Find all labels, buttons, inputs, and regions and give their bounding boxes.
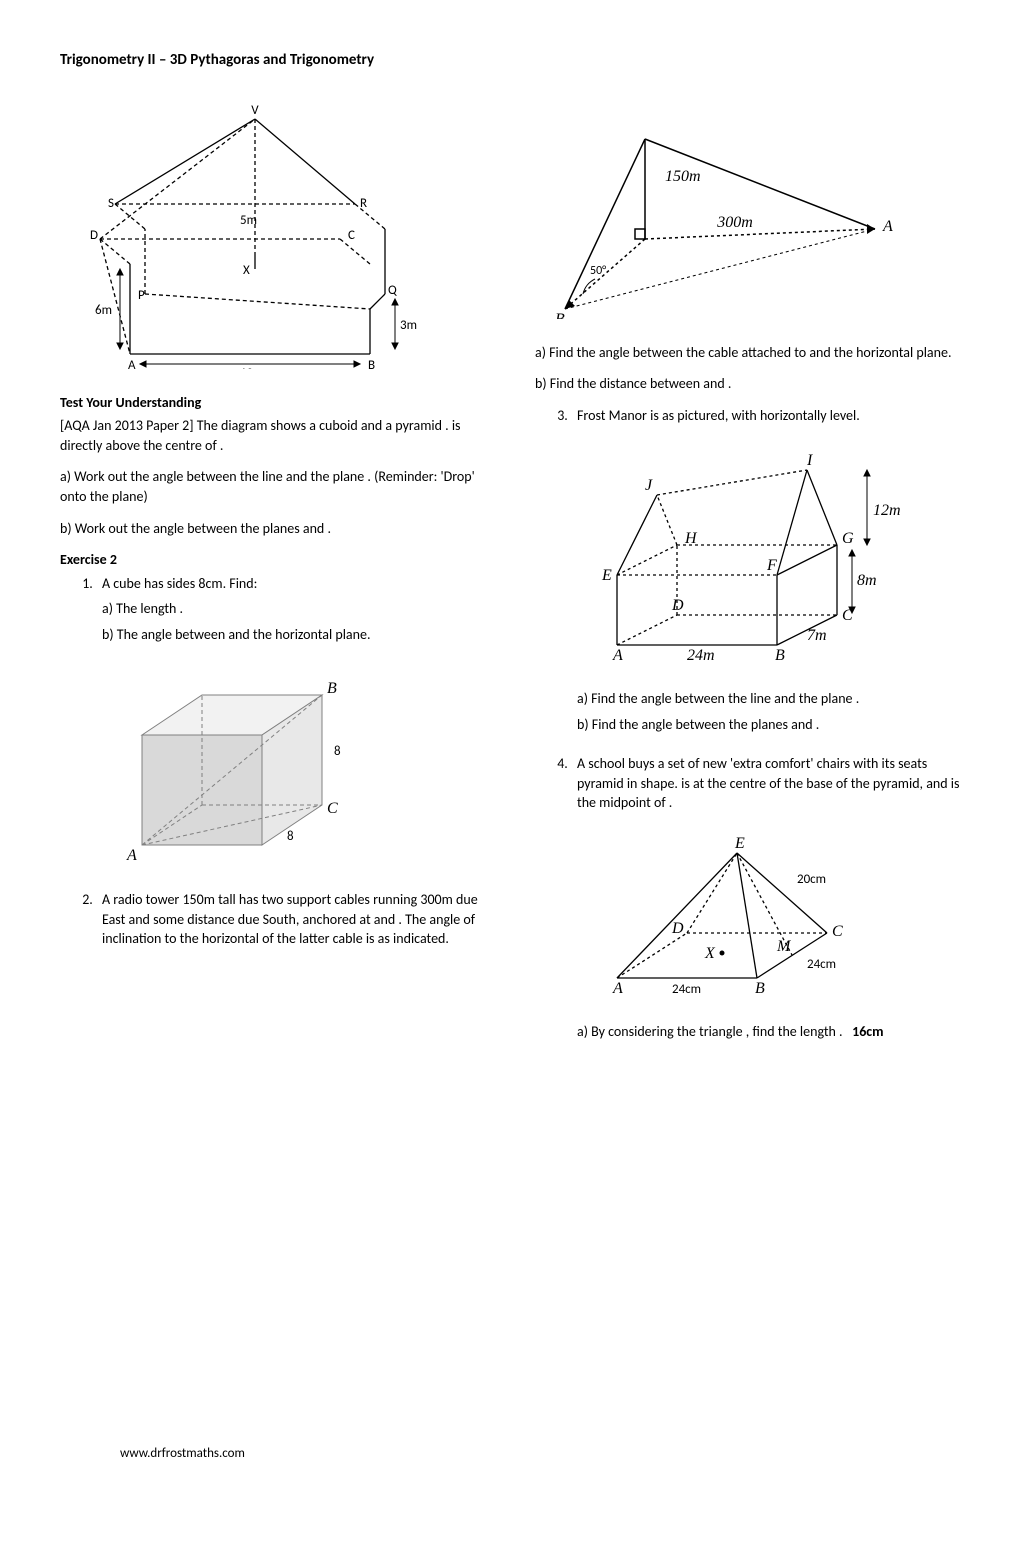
q4-answer: 16cm (852, 1023, 883, 1040)
figure-cuboid-pyramid: V S R D C P Q A B X 5m 6m 3m 10 m (60, 99, 485, 375)
figure-tower: 150m 300m 50° A B (535, 119, 960, 325)
svg-text:A: A (128, 358, 136, 369)
svg-text:F: F (766, 557, 777, 574)
svg-text:Q: Q (388, 283, 397, 298)
figure-frost-manor: A B C D E F G H I J 24m 7m 8m 12m (577, 435, 960, 671)
figure-pyramid-chair: A B C D E X M 20cm 24cm 24cm (577, 823, 960, 1004)
q2-b: b) Find the distance between and . (535, 374, 960, 394)
question-2: A radio tower 150m tall has two support … (96, 890, 485, 949)
svg-text:C: C (348, 228, 355, 243)
svg-text:D: D (671, 920, 684, 937)
figure-cube: A B C 8 8 (102, 655, 485, 871)
svg-text:8m: 8m (857, 572, 877, 589)
left-column: V S R D C P Q A B X 5m 6m 3m 10 m Test Y… (60, 89, 485, 1061)
svg-text:R: R (360, 196, 367, 211)
svg-text:8: 8 (287, 829, 294, 844)
svg-text:A: A (126, 847, 137, 864)
svg-text:E: E (601, 567, 612, 584)
svg-text:C: C (327, 800, 338, 817)
question-list-right: Frost Manor is as pictured, with horizon… (535, 406, 960, 1041)
svg-text:B: B (327, 680, 337, 697)
svg-text:A: A (612, 980, 623, 997)
svg-text:20cm: 20cm (797, 872, 826, 887)
q3-intro: Frost Manor is as pictured, with horizon… (577, 407, 860, 424)
svg-text:6m: 6m (95, 303, 112, 318)
q4-a-text: a) By considering the triangle , find th… (577, 1023, 843, 1040)
svg-text:3m: 3m (400, 318, 417, 333)
question-1: A cube has sides 8cm. Find: a) The lengt… (96, 574, 485, 870)
q4-a: a) By considering the triangle , find th… (577, 1022, 960, 1042)
svg-text:10 m: 10 m (240, 366, 267, 369)
svg-text:24m: 24m (687, 647, 715, 664)
svg-text:B: B (368, 358, 375, 369)
svg-text:D: D (671, 597, 684, 614)
svg-text:S: S (108, 196, 114, 211)
svg-text:X: X (704, 945, 716, 962)
svg-text:B: B (775, 647, 785, 664)
svg-text:24cm: 24cm (807, 957, 836, 972)
svg-text:24cm: 24cm (672, 982, 701, 997)
svg-text:I: I (806, 452, 813, 469)
q4-intro: A school buys a set of new 'extra comfor… (577, 755, 959, 811)
svg-text:C: C (842, 607, 853, 624)
svg-text:5m: 5m (240, 213, 257, 228)
svg-text:M: M (776, 938, 792, 955)
exercise2-heading: Exercise 2 (60, 550, 485, 570)
q3-a: a) Find the angle between the line and t… (577, 689, 960, 709)
svg-text:J: J (645, 477, 653, 494)
svg-text:B: B (555, 311, 565, 319)
svg-text:8: 8 (334, 744, 341, 759)
svg-text:G: G (842, 530, 854, 547)
question-list-left: A cube has sides 8cm. Find: a) The lengt… (60, 574, 485, 949)
svg-text:B: B (755, 980, 765, 997)
svg-text:12m: 12m (873, 502, 901, 519)
svg-text:P: P (138, 288, 145, 303)
svg-text:C: C (832, 923, 843, 940)
svg-text:7m: 7m (807, 627, 827, 644)
svg-text:X: X (243, 263, 250, 278)
svg-text:300m: 300m (716, 214, 753, 231)
svg-text:E: E (734, 835, 745, 852)
q2-intro: A radio tower 150m tall has two support … (102, 891, 478, 947)
question-4: A school buys a set of new 'extra comfor… (571, 754, 960, 1041)
tyu-heading: Test Your Understanding (60, 393, 485, 413)
q3-b: b) Find the angle between the planes and… (577, 715, 960, 735)
footer-url: www.drfrostmaths.com (120, 1445, 245, 1463)
svg-text:V: V (251, 103, 259, 118)
svg-text:D: D (90, 228, 98, 243)
tyu-a: a) Work out the angle between the line a… (60, 467, 485, 506)
q1-b: b) The angle between and the horizontal … (102, 625, 485, 645)
tyu-b: b) Work out the angle between the planes… (60, 519, 485, 539)
q1-a: a) The length . (102, 599, 485, 619)
right-column: 150m 300m 50° A B a) Find the angle betw… (535, 89, 960, 1061)
question-3: Frost Manor is as pictured, with horizon… (571, 406, 960, 734)
page-title: Trigonometry II – 3D Pythagoras and Trig… (60, 50, 960, 71)
svg-text:A: A (612, 647, 623, 664)
svg-text:50°: 50° (590, 264, 606, 278)
svg-text:H: H (684, 530, 698, 547)
q1-intro: A cube has sides 8cm. Find: (102, 575, 257, 592)
svg-text:A: A (882, 218, 893, 235)
q2-a: a) Find the angle between the cable atta… (535, 343, 960, 363)
svg-text:150m: 150m (665, 168, 701, 185)
tyu-body: [AQA Jan 2013 Paper 2] The diagram shows… (60, 416, 485, 455)
